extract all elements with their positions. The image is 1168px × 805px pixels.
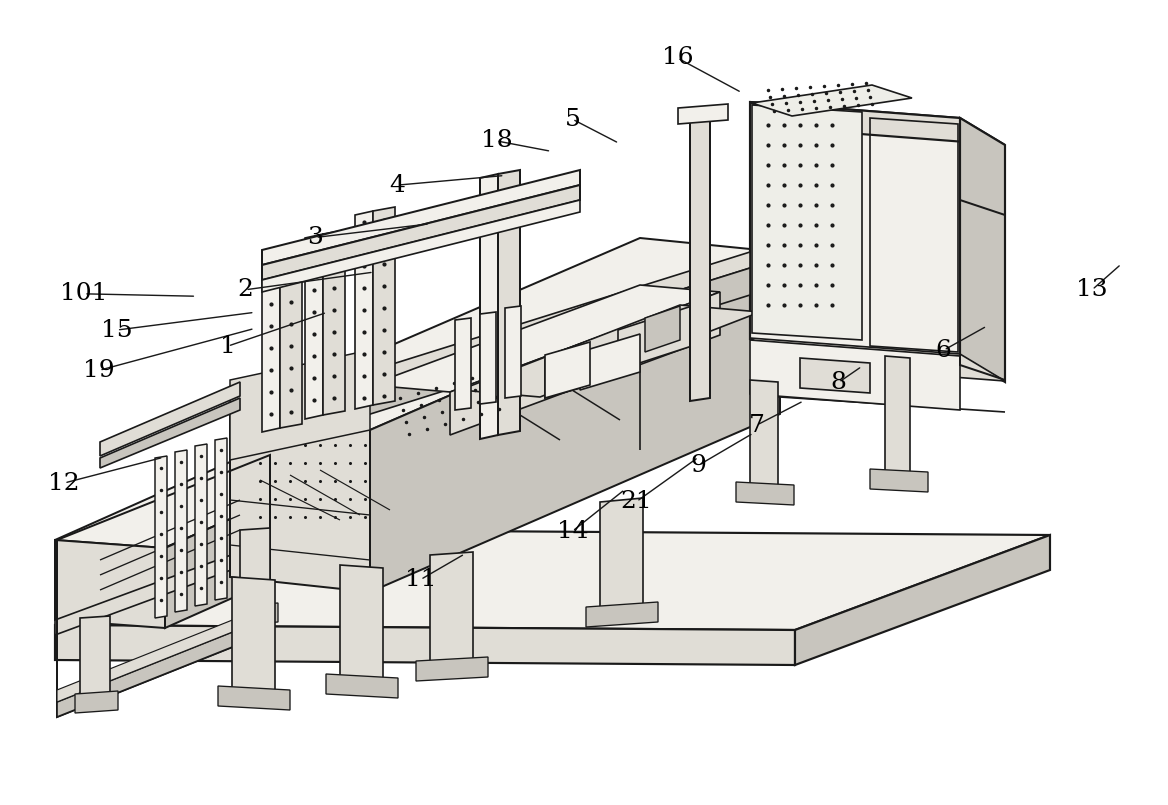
Polygon shape — [262, 248, 280, 432]
Polygon shape — [218, 686, 290, 710]
Polygon shape — [230, 415, 370, 592]
Polygon shape — [618, 305, 695, 370]
Text: 5: 5 — [564, 108, 580, 130]
Polygon shape — [340, 565, 383, 680]
Polygon shape — [480, 174, 498, 439]
Text: 4: 4 — [389, 174, 405, 196]
Polygon shape — [736, 482, 794, 505]
Polygon shape — [752, 85, 912, 116]
Polygon shape — [230, 252, 750, 431]
Text: 2: 2 — [237, 279, 253, 301]
Polygon shape — [262, 200, 580, 292]
Polygon shape — [430, 552, 473, 668]
Polygon shape — [79, 616, 110, 700]
Polygon shape — [580, 334, 640, 390]
Text: 11: 11 — [405, 568, 436, 591]
Polygon shape — [57, 605, 270, 702]
Polygon shape — [215, 438, 227, 600]
Polygon shape — [750, 102, 1004, 145]
Polygon shape — [326, 674, 398, 698]
Polygon shape — [416, 657, 488, 681]
Polygon shape — [55, 625, 795, 665]
Polygon shape — [280, 244, 303, 428]
Polygon shape — [750, 102, 960, 355]
Polygon shape — [750, 380, 778, 488]
Polygon shape — [795, 535, 1050, 665]
Polygon shape — [232, 577, 274, 692]
Polygon shape — [305, 234, 324, 419]
Polygon shape — [373, 207, 395, 405]
Text: 19: 19 — [83, 359, 116, 382]
Text: 101: 101 — [61, 283, 107, 305]
Polygon shape — [100, 382, 239, 456]
Polygon shape — [505, 306, 521, 398]
Text: 3: 3 — [307, 226, 324, 249]
Polygon shape — [370, 252, 780, 592]
Polygon shape — [55, 530, 1050, 630]
Text: 14: 14 — [556, 520, 589, 543]
Polygon shape — [460, 305, 760, 397]
Polygon shape — [55, 540, 165, 628]
Polygon shape — [645, 306, 680, 352]
Polygon shape — [235, 603, 278, 625]
Text: 6: 6 — [936, 339, 952, 361]
Polygon shape — [57, 617, 270, 717]
Text: 1: 1 — [220, 335, 236, 357]
Text: 13: 13 — [1076, 279, 1108, 301]
Polygon shape — [230, 350, 370, 460]
Text: 18: 18 — [480, 130, 513, 152]
Polygon shape — [55, 462, 340, 548]
Polygon shape — [545, 350, 580, 398]
Text: 21: 21 — [620, 490, 653, 513]
Polygon shape — [456, 318, 471, 410]
Polygon shape — [750, 340, 960, 410]
Polygon shape — [165, 470, 340, 628]
Polygon shape — [175, 450, 187, 612]
Polygon shape — [324, 230, 345, 415]
Polygon shape — [498, 170, 520, 435]
Text: 15: 15 — [100, 319, 133, 341]
Polygon shape — [370, 285, 719, 392]
Polygon shape — [75, 691, 118, 713]
Polygon shape — [480, 312, 496, 404]
Polygon shape — [800, 358, 870, 393]
Polygon shape — [750, 338, 1004, 381]
Polygon shape — [600, 498, 644, 614]
Polygon shape — [262, 185, 580, 280]
Polygon shape — [355, 211, 373, 409]
Text: 7: 7 — [749, 414, 765, 436]
Text: 16: 16 — [661, 47, 694, 69]
Polygon shape — [230, 268, 750, 458]
Text: 12: 12 — [48, 472, 81, 494]
Polygon shape — [262, 170, 580, 265]
Polygon shape — [885, 356, 910, 475]
Polygon shape — [100, 398, 239, 468]
Polygon shape — [752, 105, 862, 340]
Polygon shape — [870, 469, 929, 492]
Polygon shape — [586, 602, 658, 627]
Polygon shape — [450, 292, 719, 435]
Polygon shape — [690, 112, 710, 401]
Text: 9: 9 — [690, 454, 707, 477]
Polygon shape — [677, 104, 728, 124]
Polygon shape — [195, 444, 207, 606]
Polygon shape — [545, 342, 590, 398]
Polygon shape — [230, 238, 780, 430]
Polygon shape — [960, 118, 1004, 382]
Polygon shape — [155, 456, 167, 618]
Polygon shape — [239, 528, 270, 612]
Text: 8: 8 — [830, 371, 847, 394]
Polygon shape — [55, 500, 380, 635]
